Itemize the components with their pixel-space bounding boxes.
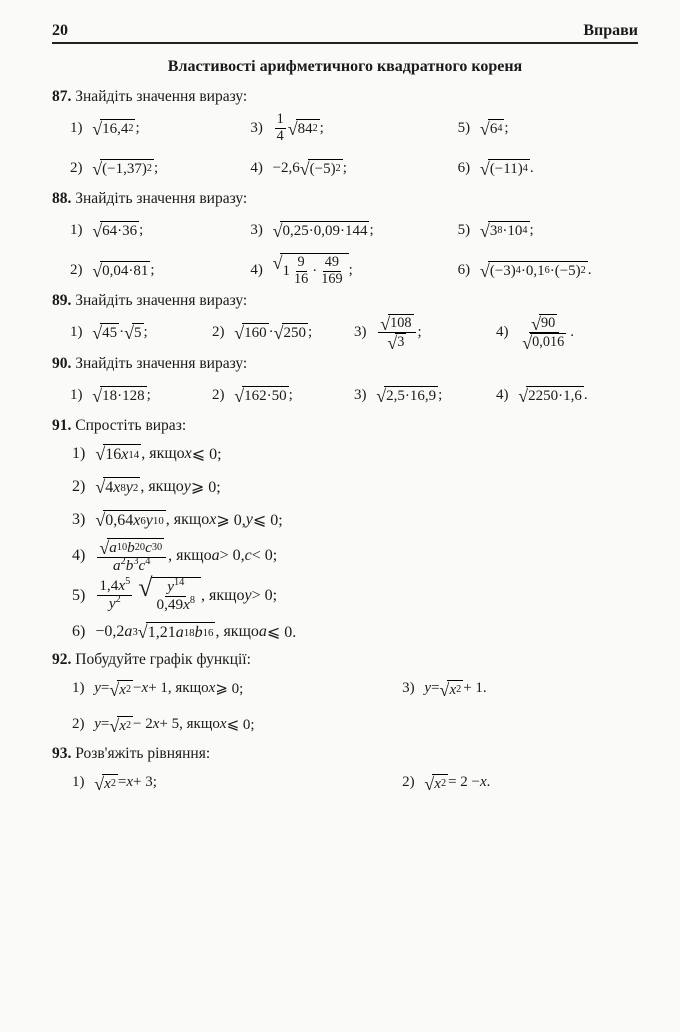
problem-90: 90. Знайдіть значення виразу: 1) √18·128… (52, 355, 638, 413)
problem-text: Знайдіть значення виразу: (75, 355, 247, 372)
problem-number: 87. (52, 88, 71, 105)
page-header: 20 Вправи (52, 22, 638, 44)
expr-item: 3) √0,25·0,09·144; (250, 221, 457, 240)
expr-item: 4) √1916·49169; (250, 253, 457, 287)
problem-row: 2) √0,04·81;4) √1916·49169;6) √(−3)4·0,1… (70, 252, 638, 288)
expr-item: 1) √45·√5; (70, 323, 212, 342)
expr-item: 2) √0,04·81; (70, 261, 250, 280)
expr-item: 1) √64·36; (70, 221, 250, 240)
problem-number: 93. (52, 745, 71, 762)
expr-item: 2) y = √x2 − 2x + 5, якщо x ⩽ 0; (72, 715, 402, 734)
expr-item: 3) √0,64x6y10, якщо x ⩾ 0, y ⩽ 0; (72, 505, 638, 535)
problem-text: Знайдіть значення виразу: (75, 88, 247, 105)
problem-list: 1) √16x14, якщо x ⩽ 0;2) √4x8y2, якщо y … (52, 439, 638, 647)
problem-91: 91. Спростіть вираз: 1) √16x14, якщо x ⩽… (52, 417, 638, 647)
expr-item: 1) √18·128; (70, 386, 212, 405)
problem-text: Знайдіть значення виразу: (75, 190, 247, 207)
problem-row: 1) √18·128;2) √162·50;3) √2,5·16,9;4) √2… (70, 377, 638, 413)
problem-row: 1) √x2 = x + 3;2) √x2 = 2 − x. (72, 767, 638, 799)
problem-heading: 93. Розв'яжіть рівняння: (52, 745, 638, 763)
expr-item: 3) 14√842; (250, 112, 457, 144)
problem-row: 2) y = √x2 − 2x + 5, якщо x ⩽ 0; (72, 709, 638, 741)
expr-item: 1) √16x14, якщо x ⩽ 0; (72, 439, 638, 469)
expr-item: 4) √a10b20c30a2b3c4, якщо a > 0, c < 0; (72, 538, 638, 574)
expr-item: 5) √38·104; (458, 221, 638, 240)
problem-number: 89. (52, 292, 71, 309)
expr-item: 2) √4x8y2, якщо y ⩾ 0; (72, 472, 638, 502)
expr-item: 3) √2,5·16,9; (354, 386, 496, 405)
expr-item: 1) y = √x2 − x + 1, якщо x ⩾ 0; (72, 679, 402, 698)
problem-text: Побудуйте графік функції: (75, 651, 251, 668)
expr-item: 2) √160·√250; (212, 323, 354, 342)
section-title: Властивості арифметичного квадратного ко… (52, 58, 638, 76)
expr-item: 6) √(−3)4·0,16·(−5)2. (458, 261, 638, 280)
expr-item: 3) √108√3; (354, 314, 496, 351)
problem-number: 91. (52, 417, 71, 434)
problem-93: 93. Розв'яжіть рівняння: 1) √x2 = x + 3;… (52, 745, 638, 799)
problem-89: 89. Знайдіть значення виразу: 1) √45·√5;… (52, 292, 638, 351)
expr-item: 2) √x2 = 2 − x. (402, 774, 638, 793)
expr-item: 5) √64; (458, 119, 638, 138)
problem-row: 1) √16,42;3) 14√842;5) √64; (70, 110, 638, 146)
expr-item: 6) −0,2a3√1,21a18b16, якщо a ⩽ 0. (72, 617, 638, 647)
problem-text: Розв'яжіть рівняння: (75, 745, 210, 762)
problem-text: Знайдіть значення виразу: (75, 292, 247, 309)
running-head: Вправи (583, 22, 638, 40)
problem-heading: 90. Знайдіть значення виразу: (52, 355, 638, 373)
problem-87: 87. Знайдіть значення виразу: 1) √16,42;… (52, 88, 638, 186)
page: 20 Вправи Властивості арифметичного квад… (0, 0, 680, 833)
expr-item: 2) √(−1,37)2; (70, 159, 250, 178)
expr-item: 4) √90√0,016. (496, 314, 638, 351)
problem-heading: 92. Побудуйте графік функції: (52, 651, 638, 669)
problem-number: 88. (52, 190, 71, 207)
expr-item: 6) √(−11)4. (458, 159, 638, 178)
problem-88: 88. Знайдіть значення виразу: 1) √64·36;… (52, 190, 638, 288)
problem-number: 92. (52, 651, 71, 668)
problem-row: 1) √64·36;3) √0,25·0,09·144;5) √38·104; (70, 212, 638, 248)
expr-item: 2) √162·50; (212, 386, 354, 405)
problem-92: 92. Побудуйте графік функції: 1) y = √x2… (52, 651, 638, 741)
problem-heading: 91. Спростіть вираз: (52, 417, 638, 435)
problem-row: 2) √(−1,37)2;4) −2,6√(−5)2;6) √(−11)4. (70, 150, 638, 186)
problem-text: Спростіть вираз: (75, 417, 186, 434)
expr-item: 4) √2250·1,6. (496, 386, 638, 405)
expr-item: 1) √x2 = x + 3; (72, 774, 402, 793)
expr-item: 4) −2,6√(−5)2; (250, 159, 457, 178)
expr-item: 1) √16,42; (70, 119, 250, 138)
page-number: 20 (52, 22, 68, 40)
problem-row: 1) y = √x2 − x + 1, якщо x ⩾ 0;3) y = √x… (72, 673, 638, 705)
problem-heading: 88. Знайдіть значення виразу: (52, 190, 638, 208)
problem-heading: 87. Знайдіть значення виразу: (52, 88, 638, 106)
problem-heading: 89. Знайдіть значення виразу: (52, 292, 638, 310)
problem-row: 1) √45·√5;2) √160·√250;3) √108√3;4) √90√… (70, 314, 638, 351)
problem-number: 90. (52, 355, 71, 372)
expr-item: 3) y = √x2 + 1. (402, 680, 638, 699)
expr-item: 5) 1,4x5y2 √y140,49x8, якщо y > 0; (72, 577, 638, 613)
